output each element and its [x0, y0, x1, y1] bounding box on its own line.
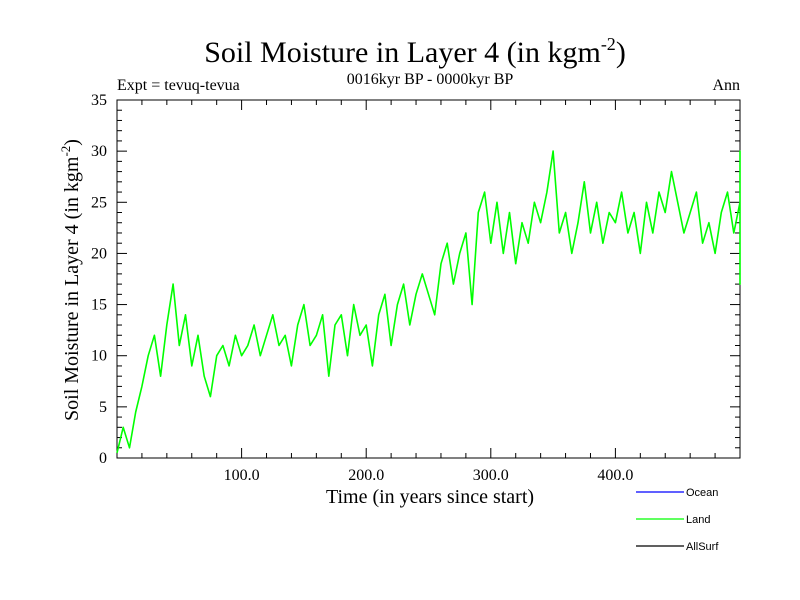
- legend-label-ocean: Ocean: [686, 487, 718, 499]
- chart-title: Soil Moisture in Layer 4 (in kgm-2): [204, 34, 626, 69]
- x-tick-label: 200.0: [348, 467, 384, 484]
- y-tick-label: 35: [91, 92, 107, 109]
- legend-label-land: Land: [686, 514, 710, 526]
- x-axis-label: Time (in years since start): [326, 486, 534, 508]
- season-label: Ann: [712, 77, 740, 94]
- legend: Ocean Land AllSurf: [636, 487, 719, 553]
- chart-subtitle: 0016kyr BP - 0000kyr BP: [347, 71, 514, 88]
- x-tick-label: 400.0: [597, 467, 633, 484]
- y-tick-label: 10: [91, 348, 107, 365]
- y-tick-label: 5: [99, 399, 107, 416]
- x-tick-label: 300.0: [473, 467, 509, 484]
- axis-ticks: [117, 100, 740, 458]
- plot-frame: [116, 99, 741, 459]
- y-axis-label: Soil Moisture in Layer 4 (in kgm-2): [58, 139, 83, 421]
- y-tick-label: 20: [91, 245, 107, 262]
- x-tick-label: 100.0: [224, 467, 260, 484]
- series-line-land: [116, 150, 741, 454]
- y-tick-label: 25: [91, 194, 107, 211]
- axis-tick-labels: 100.0 200.0 300.0 400.0 0 5 10 15 20 25 30 35: [91, 92, 633, 484]
- legend-label-allsurf: AllSurf: [686, 541, 719, 553]
- y-tick-label: 0: [99, 450, 107, 467]
- expt-label: Expt = tevuq-tevua: [117, 77, 240, 94]
- y-tick-label: 30: [91, 143, 107, 160]
- y-tick-label: 15: [91, 297, 107, 314]
- series-group: [116, 150, 741, 454]
